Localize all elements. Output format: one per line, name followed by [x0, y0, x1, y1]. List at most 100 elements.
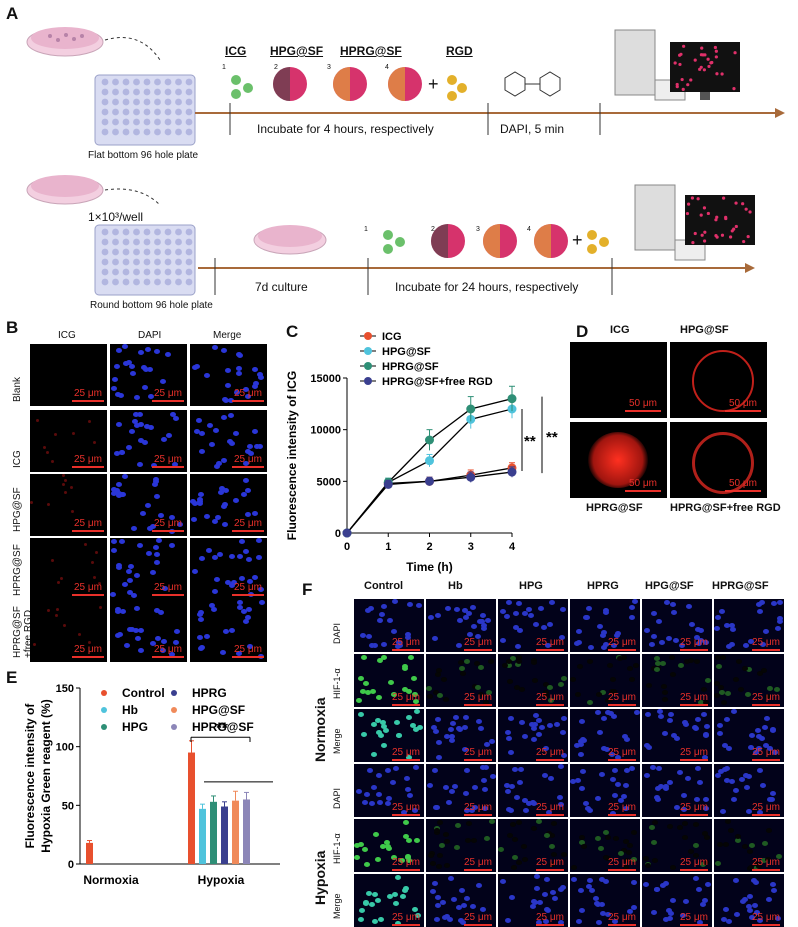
scale-bar: 25 μm [752, 747, 780, 761]
scale-bar: 25 μm [232, 582, 264, 596]
micrograph: 25 μm [426, 709, 496, 762]
scale-bar: 25 μm [464, 692, 492, 706]
rgd-molecule-icon [587, 230, 609, 254]
y-tick-label: 50 [62, 800, 74, 812]
micrograph: 25 μm [110, 538, 187, 600]
bar [221, 806, 228, 864]
scale-bar: 25 μm [752, 637, 780, 651]
legend-label: Control [122, 686, 165, 700]
scale-bar: 25 μm [536, 857, 564, 871]
micrograph: 25 μm [498, 819, 568, 872]
micrograph: 25 μm [190, 600, 267, 662]
scale-bar: 25 μm [608, 692, 636, 706]
scale-bar: 25 μm [392, 637, 420, 651]
scale-bar: 25 μm [536, 747, 564, 761]
micrograph: 25 μm [30, 474, 107, 536]
scale-bar: 25 μm [608, 637, 636, 651]
micrograph: 25 μm [110, 344, 187, 406]
panel-d-title: HPRG@SF+free RGD [670, 502, 781, 514]
scale-bar: 50 μm [625, 398, 661, 412]
micrograph: 25 μm [642, 874, 712, 927]
scale-bar: 25 μm [152, 518, 184, 532]
step-incubate-24h: Incubate for 24 hours, respectively [395, 280, 579, 294]
micrograph: 25 μm [570, 709, 640, 762]
scale-bar: 25 μm [680, 637, 708, 651]
bar [210, 801, 217, 864]
row-label: HIF-1-α [332, 668, 342, 699]
scale-bar: 25 μm [72, 644, 104, 658]
scale-bar: 25 μm [152, 582, 184, 596]
group-label: Normoxia [312, 697, 328, 762]
scale-bar: 25 μm [608, 802, 636, 816]
bar [232, 800, 239, 864]
nanoparticle-icon [273, 67, 422, 101]
column-header: HPG [519, 580, 543, 592]
scale-bar: 25 μm [152, 388, 184, 402]
scale-bar: 50 μm [625, 478, 661, 492]
legend-marker [171, 690, 177, 696]
micrograph: 25 μm [426, 599, 496, 652]
dashed-arrow-icon [104, 188, 161, 206]
micrograph-hprg-sf: 50 μm [570, 422, 667, 498]
step-number: 4 [385, 64, 389, 71]
row-label: HPG@SF [12, 487, 23, 532]
legend-marker [364, 362, 372, 370]
y-axis-label: Fluorescence intensity of [23, 703, 37, 849]
dashed-arrow-icon [104, 37, 161, 61]
legend-marker [101, 724, 107, 730]
micrograph: 25 μm [714, 709, 784, 762]
scale-bar: 25 μm [392, 857, 420, 871]
micrograph: 25 μm [426, 819, 496, 872]
petri-dish-icon [253, 225, 327, 255]
scale-bar: 25 μm [232, 454, 264, 468]
scale-bar: 25 μm [232, 644, 264, 658]
legend-marker [364, 377, 372, 385]
data-point [466, 404, 476, 414]
legend-marker [101, 707, 107, 713]
scale-bar: 25 μm [464, 802, 492, 816]
step-number: 3 [327, 64, 331, 71]
monitor-icon [670, 42, 740, 100]
micrograph-icg: 50 μm [570, 342, 667, 418]
significance-mark: ** [216, 720, 228, 737]
micrograph: 25 μm [190, 474, 267, 536]
scale-bar: 25 μm [232, 518, 264, 532]
panel-a-schematic [26, 27, 785, 296]
column-header: HPRG@SF [712, 580, 769, 592]
scale-bar: 25 μm [752, 692, 780, 706]
data-point [383, 479, 393, 489]
micrograph: 25 μm [110, 600, 187, 662]
x-tick-label: Normoxia [83, 873, 139, 887]
legend-label: HPRG@SF+free RGD [382, 376, 493, 388]
x-tick-label: Hypoxia [198, 873, 245, 887]
data-point [507, 394, 517, 404]
scale-bar: 25 μm [464, 637, 492, 651]
nanoparticle-icon [431, 224, 568, 258]
scale-bar: 25 μm [752, 857, 780, 871]
x-tick-label: 2 [426, 541, 432, 553]
scale-bar: 25 μm [680, 692, 708, 706]
significance-mark: ** [546, 429, 558, 446]
micrograph: 25 μm [498, 654, 568, 707]
y-tick-label: 5000 [317, 476, 341, 488]
micrograph: 25 μm [498, 709, 568, 762]
scale-bar: 25 μm [608, 912, 636, 926]
y-tick-label: 15000 [310, 373, 341, 385]
micrograph: 25 μm [354, 764, 424, 817]
scale-bar: 25 μm [392, 912, 420, 926]
micrograph: 25 μm [190, 538, 267, 600]
micrograph: 25 μm [30, 600, 107, 662]
legend-label: HPG@SF [192, 703, 245, 717]
panel-d-title: HPG@SF [680, 324, 729, 336]
y-axis-label: Fluorescence intensity of ICG [285, 371, 299, 540]
legend-marker [171, 724, 177, 730]
step-dapi: DAPI, 5 min [500, 122, 565, 136]
column-header: DAPI [138, 330, 162, 341]
micrograph: 25 μm [426, 874, 496, 927]
plus-sign: + [572, 230, 583, 250]
x-tick-label: 3 [468, 541, 474, 553]
micrograph: 25 μm [498, 874, 568, 927]
legend-label: HPRG@SF [192, 720, 254, 734]
panel-d-title: ICG [610, 324, 630, 336]
step-culture: 7d culture [255, 280, 308, 294]
